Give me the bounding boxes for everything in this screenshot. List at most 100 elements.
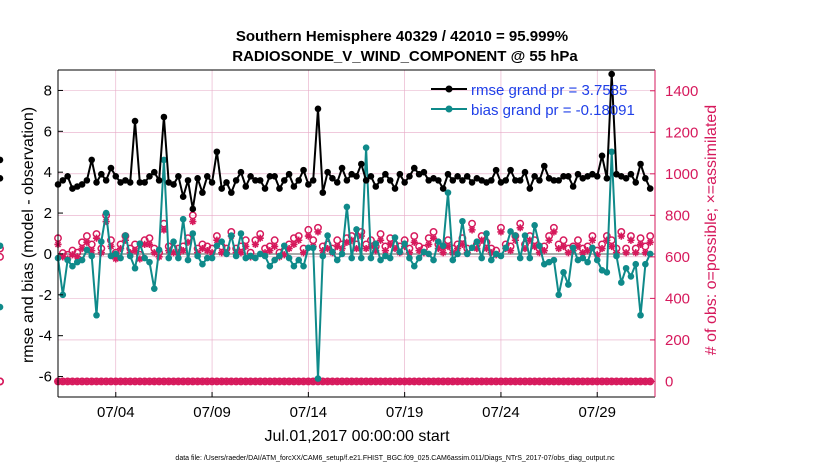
obs-zero-assimilated-point bbox=[444, 377, 452, 386]
obs-assimilated-point bbox=[92, 234, 101, 242]
rmse-point bbox=[300, 166, 307, 174]
chart-title-line1: Southern Hemisphere 40329 / 42010 = 95.9… bbox=[236, 28, 568, 45]
rmse-point bbox=[435, 177, 442, 184]
obs-assimilated-point bbox=[141, 240, 149, 248]
obs-zero-assimilated-point bbox=[348, 377, 356, 386]
bias-point bbox=[237, 230, 245, 237]
bias-point bbox=[353, 226, 360, 233]
bias-point bbox=[415, 254, 423, 262]
chart-title-line2: RADIOSONDE_V_WIND_COMPONENT @ 55 hPa bbox=[232, 48, 578, 65]
bias-point bbox=[141, 254, 148, 262]
obs-zero-assimilated-point bbox=[290, 377, 298, 386]
bias-point bbox=[184, 256, 192, 264]
bias-point bbox=[343, 203, 351, 211]
obs-zero-assimilated-point bbox=[203, 377, 211, 386]
obs-assimilated-point bbox=[550, 228, 558, 236]
bias-point bbox=[290, 262, 298, 270]
x-label: Jul.01,2017 00:00:00 start bbox=[264, 428, 450, 445]
rmse-point bbox=[261, 185, 269, 192]
rmse-point bbox=[444, 170, 452, 178]
obs-assimilated-point bbox=[381, 247, 389, 255]
bias-point bbox=[425, 250, 433, 258]
obs-zero-assimilated-point bbox=[632, 377, 640, 386]
obs-assimilated-point bbox=[473, 244, 481, 253]
obs-assimilated-point bbox=[203, 247, 211, 255]
legend-bias-marker bbox=[445, 105, 453, 113]
obs-zero-assimilated-point bbox=[179, 377, 187, 386]
rmse-point bbox=[194, 175, 201, 182]
obs-assimilated-point bbox=[112, 255, 120, 263]
bias-point bbox=[69, 262, 76, 270]
obs-zero-assimilated-point bbox=[73, 377, 81, 386]
y-right-tick-label: 200 bbox=[665, 332, 690, 349]
rmse-point bbox=[131, 117, 139, 125]
obs-zero-assimilated-point bbox=[449, 377, 457, 386]
obs-assimilated-point bbox=[598, 244, 606, 253]
obs-zero-assimilated-point bbox=[319, 377, 327, 386]
rmse-point bbox=[78, 181, 86, 188]
obs-zero-assimilated-point bbox=[174, 377, 182, 386]
rmse-point bbox=[276, 185, 283, 192]
obs-zero-assimilated-point bbox=[598, 377, 606, 386]
obs-assimilated-point bbox=[439, 249, 447, 257]
rmse-point bbox=[396, 170, 404, 178]
bias-point bbox=[117, 254, 124, 262]
bias-point bbox=[372, 240, 380, 248]
bias-point bbox=[622, 264, 630, 272]
rmse-point bbox=[237, 168, 245, 176]
bias-point bbox=[155, 246, 163, 254]
rmse-point bbox=[502, 177, 510, 184]
obs-zero-assimilated-point bbox=[116, 377, 125, 386]
obs-assimilated-point bbox=[107, 242, 115, 251]
rmse-point bbox=[468, 179, 476, 186]
obs-assimilated-point bbox=[251, 240, 259, 248]
rmse-point bbox=[555, 177, 563, 184]
rmse-point bbox=[603, 175, 611, 182]
rmse-point bbox=[295, 177, 303, 184]
bias-point bbox=[430, 256, 437, 264]
obs-assimilated-point bbox=[333, 242, 341, 251]
bias-point bbox=[276, 252, 283, 260]
obs-zero-assimilated-point bbox=[357, 377, 365, 386]
obs-zero-assimilated-point bbox=[246, 377, 255, 386]
obs-assimilated-point bbox=[415, 247, 423, 255]
rmse-point bbox=[102, 177, 110, 184]
bias-point bbox=[603, 269, 611, 276]
obs-zero-assimilated-point bbox=[227, 377, 235, 386]
rmse-point bbox=[146, 172, 153, 180]
rmse-point bbox=[0, 156, 4, 164]
obs-assimilated-point bbox=[386, 240, 394, 248]
rmse-point bbox=[372, 183, 380, 190]
obs-assimilated-point bbox=[603, 236, 611, 244]
obs-assimilated-point bbox=[482, 244, 491, 253]
obs-zero-assimilated-point bbox=[280, 377, 288, 386]
bias-point bbox=[271, 256, 278, 264]
bias-point bbox=[401, 240, 408, 248]
rmse-point bbox=[175, 172, 182, 180]
bias-point bbox=[410, 262, 418, 270]
obs-zero-assimilated-point bbox=[429, 377, 438, 386]
bias-point bbox=[468, 244, 476, 252]
bias-point bbox=[406, 254, 413, 262]
y-left-label: rmse and bias (model - observation) bbox=[20, 107, 37, 363]
rmse-point bbox=[208, 179, 216, 186]
bias-point bbox=[584, 258, 591, 266]
obs-zero-assimilated-point bbox=[271, 377, 279, 386]
obs-zero-assimilated-point bbox=[497, 377, 505, 386]
bias-point bbox=[444, 189, 452, 196]
rmse-point bbox=[646, 185, 654, 192]
rmse-point bbox=[170, 181, 177, 188]
obs-assimilated-point bbox=[593, 251, 601, 259]
rmse-series bbox=[0, 70, 654, 213]
bias-point bbox=[329, 248, 336, 256]
rmse-point bbox=[223, 179, 230, 186]
obs-assimilated-point bbox=[526, 236, 534, 244]
obs-assimilated-point bbox=[131, 247, 139, 255]
obs-zero-assimilated-point bbox=[88, 377, 96, 386]
bias-point bbox=[396, 248, 404, 256]
x-tick-label: 07/14 bbox=[290, 404, 328, 421]
obs-zero-assimilated-point bbox=[415, 377, 423, 386]
obs-zero-assimilated-point bbox=[482, 377, 491, 386]
bias-point bbox=[194, 252, 201, 260]
obs-zero-assimilated-point bbox=[627, 377, 635, 386]
